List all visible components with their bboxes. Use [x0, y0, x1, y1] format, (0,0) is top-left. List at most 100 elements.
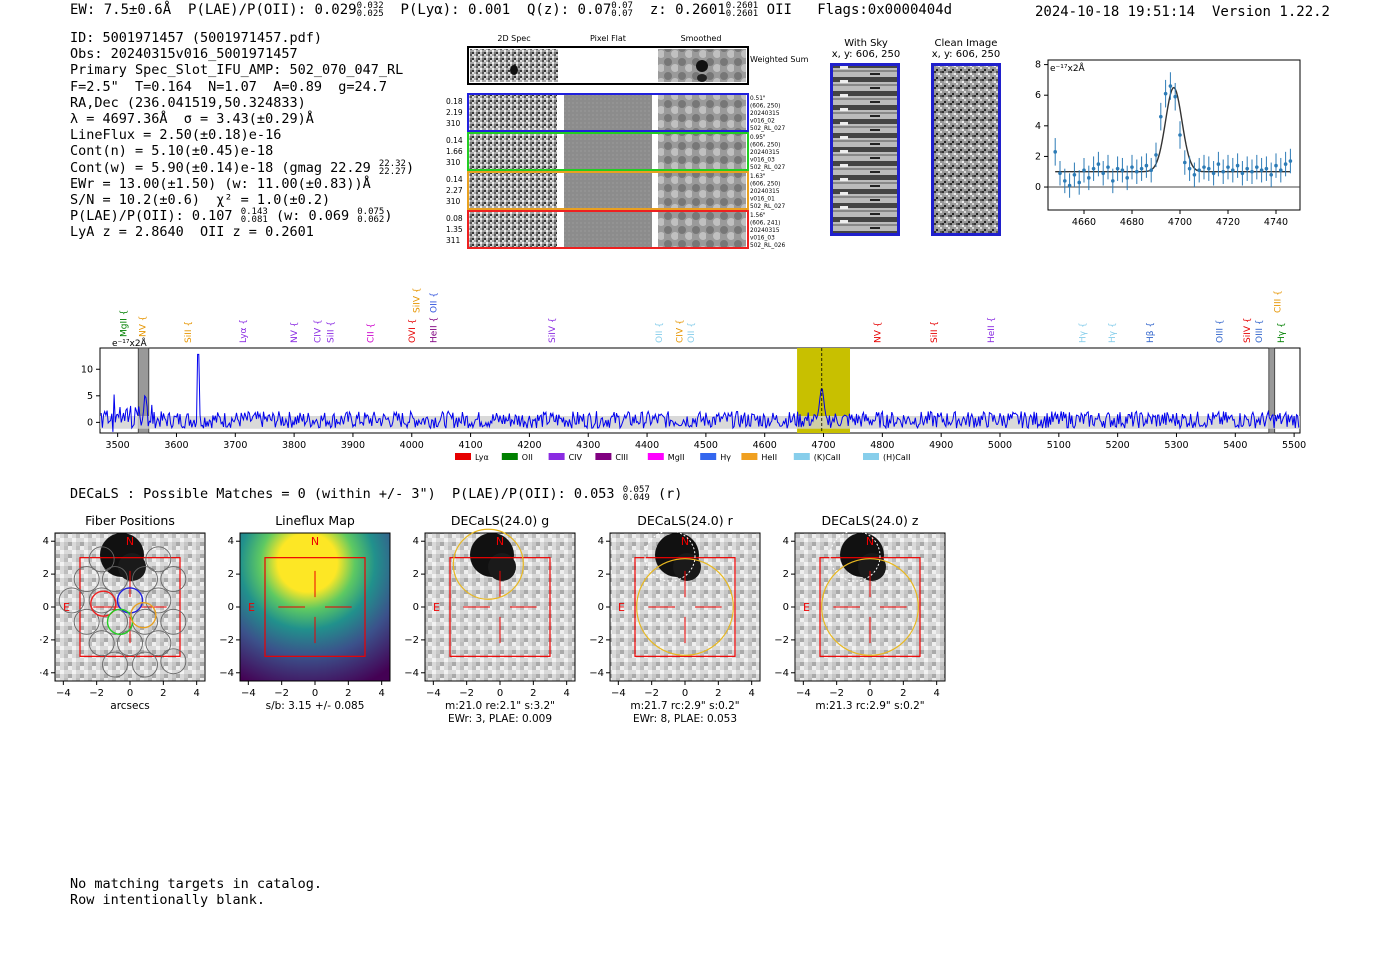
spectrum-x-tick: 3900: [341, 440, 365, 451]
sky-images: [830, 63, 1001, 236]
spectrum-x-tick: 4100: [458, 440, 482, 451]
spectrum-line: [100, 353, 1300, 432]
header-version: Version 1.22.2: [1211, 4, 1330, 20]
spectrum-line-label: CIV {: [314, 319, 324, 343]
spectrum-x-tick: 5500: [1282, 440, 1306, 451]
zoom-data-point: [1082, 168, 1086, 173]
col-title-flat: Pixel Flat: [590, 34, 626, 43]
legend-swatch: [741, 453, 758, 460]
decals-summary-lo: 0.049: [622, 493, 650, 503]
info-lineflux: LineFlux = 2.50(±0.18)e-16: [70, 127, 282, 144]
cutout-row-right-label: 502_RL_026: [750, 243, 785, 249]
cutout-panel: 2D Spec Pixel Flat Smoothed Weighted Sum…: [446, 34, 809, 249]
decals-y-tick: −4: [219, 668, 234, 679]
search-box: [449, 557, 551, 657]
decals-x-tick: −4: [241, 688, 256, 699]
legend-label: HeII: [761, 453, 777, 462]
north-label: N: [126, 535, 134, 548]
decals-x-tick: 2: [345, 688, 351, 699]
legend-swatch: [700, 453, 717, 460]
spectrum-y-tick: 0: [87, 417, 93, 428]
decals-caption: arcsecs: [110, 700, 149, 712]
header-qz-hi: 0.07: [611, 1, 633, 11]
fiber-circle: [88, 630, 115, 657]
decals-x-tick: 2: [900, 688, 906, 699]
zoom-data-point: [1106, 165, 1110, 169]
info-contw-row: Cont(w) = 5.90(±0.14)e-18 (gmag 22.29 22…: [70, 158, 415, 177]
north-label: N: [866, 535, 874, 548]
cutout-row-left-label: 310: [446, 197, 461, 206]
spectrum-line-label: SiII {: [327, 321, 337, 343]
decals-y-tick: 2: [43, 569, 49, 580]
decals-panel-title: Lineflux Map: [275, 513, 355, 528]
fiber-circle: [132, 566, 158, 592]
zoom-data-point: [1063, 179, 1067, 183]
zoom-data-point: [1226, 165, 1230, 169]
zoom-data-point: [1288, 159, 1293, 163]
decals-x-tick: 4: [193, 688, 199, 699]
cutout-row-right-label: (606, 241): [750, 221, 780, 227]
decals-y-tick: 4: [413, 536, 419, 547]
zoom-data-point: [1159, 114, 1163, 119]
zoom-data-point: [1235, 163, 1240, 168]
spectrum-x-tick: 3500: [106, 440, 130, 451]
decals-y-tick: 0: [598, 602, 604, 613]
zoom-data-point: [1053, 150, 1057, 154]
zoom-y-tick: 4: [1035, 121, 1041, 132]
zoom-data-point: [1255, 165, 1259, 169]
cutout-row-right-label: 0.95": [750, 135, 766, 141]
spectrum-line-label: NV {: [290, 322, 300, 343]
legend-swatch: [595, 453, 612, 460]
decals-y-tick: 0: [783, 602, 789, 613]
zoom-data-point: [1274, 163, 1278, 168]
decals-x-tick: −2: [459, 688, 474, 699]
spectrum-line-label: Hγ {: [1078, 322, 1088, 343]
spectrum-line-label: HeII {: [987, 317, 997, 343]
legend-swatch: [548, 453, 565, 460]
header-z-hi: 0.2601: [725, 1, 759, 11]
decals-panel-title: Fiber Positions: [85, 513, 175, 528]
cutout-row-right-label: 20240315: [750, 189, 780, 195]
zoom-data-point: [1135, 169, 1139, 174]
cutout-row-right-label: v016_01: [750, 197, 775, 203]
zoom-data-point: [1183, 160, 1187, 165]
spectrum-line-label: NV {: [138, 316, 148, 337]
spectrum-line-label: OIII {: [1215, 319, 1225, 343]
info-plae2-hi: 0.143: [240, 207, 268, 218]
legend-swatch: [647, 453, 664, 460]
decals-y-tick: 4: [598, 536, 604, 547]
fiber-circle: [73, 608, 100, 635]
fiber-circle: [117, 630, 143, 657]
zoom-data-point: [1245, 166, 1249, 171]
zoom-data-point: [1087, 176, 1091, 180]
zoom-data-point: [1187, 166, 1192, 171]
cutout-row-left-label: 0.14: [446, 175, 463, 184]
cutout-row-left-label: 311: [446, 236, 461, 245]
spectrum-y-tick: 5: [87, 391, 93, 402]
east-label: E: [248, 601, 255, 614]
decals-panel-title: DECaLS(24.0) z: [822, 513, 919, 528]
cutout-row-frame: [467, 210, 749, 249]
with-sky-title: With Sky: [844, 38, 888, 49]
decals-x-tick: −2: [829, 688, 844, 699]
search-box: [634, 557, 736, 657]
clean-image-header: Clean Image x, y: 606, 250: [920, 38, 1012, 60]
legend-swatch: [455, 453, 471, 460]
weighted-sum-label: Weighted Sum: [750, 55, 809, 64]
zoom-unit-label: e⁻¹⁷x2Å: [1050, 62, 1086, 74]
col-title-smoothed: Smoothed: [681, 34, 722, 43]
spectrum-line-label: NV {: [874, 322, 884, 343]
cutout-row-right-label: v016_03: [750, 236, 775, 242]
spectrum-line-label: SiII {: [184, 321, 194, 343]
legend-swatch: [501, 453, 518, 460]
decals-y-tick: 4: [783, 536, 789, 547]
spectrum-line-label: OVI {: [408, 319, 418, 343]
decals-x-tick: 0: [867, 688, 873, 699]
cutout-row-right-label: 502_RL_027: [750, 204, 785, 210]
fiber-circle: [88, 587, 115, 614]
header-ew: EW: 7.5±0.6Å: [70, 2, 172, 18]
decals-x-tick: −4: [56, 688, 71, 699]
header-qz-lo: 0.07: [611, 9, 633, 19]
header-plae: P(LAE)/P(OII): 0.029: [188, 2, 357, 18]
fiber-circle: [73, 566, 100, 592]
